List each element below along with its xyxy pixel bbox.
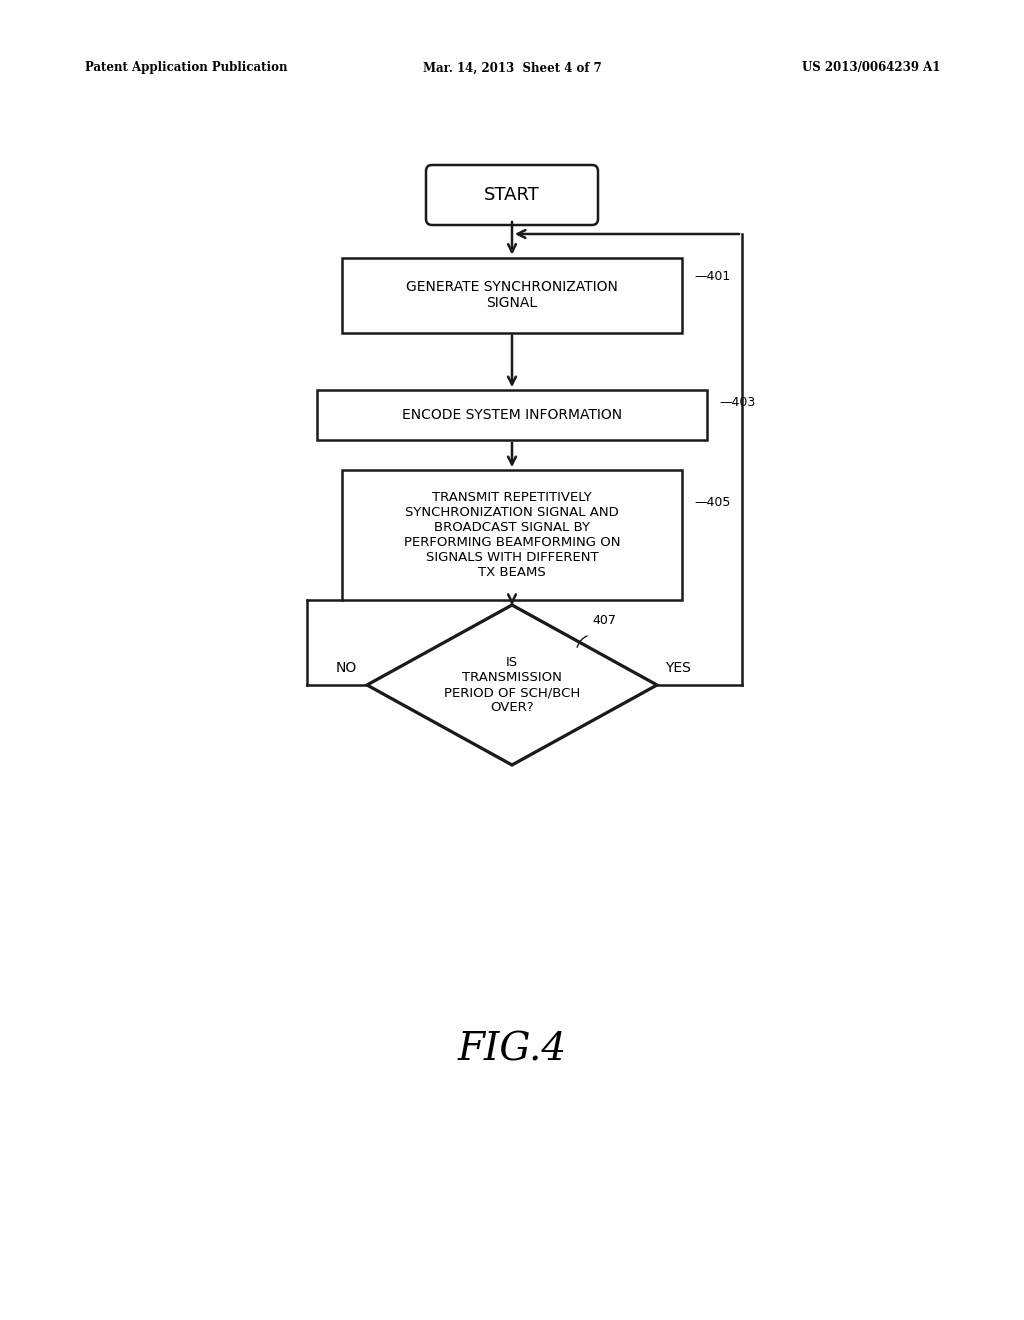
Text: FIG.4: FIG.4 (458, 1031, 566, 1068)
Text: Mar. 14, 2013  Sheet 4 of 7: Mar. 14, 2013 Sheet 4 of 7 (423, 62, 601, 74)
Text: —403: —403 (719, 396, 756, 409)
Text: NO: NO (336, 661, 357, 675)
Text: US 2013/0064239 A1: US 2013/0064239 A1 (802, 62, 940, 74)
Polygon shape (367, 605, 657, 766)
Text: —401: —401 (694, 269, 730, 282)
Text: START: START (484, 186, 540, 205)
Text: IS
TRANSMISSION
PERIOD OF SCH/BCH
OVER?: IS TRANSMISSION PERIOD OF SCH/BCH OVER? (443, 656, 581, 714)
Text: GENERATE SYNCHRONIZATION
SIGNAL: GENERATE SYNCHRONIZATION SIGNAL (407, 280, 617, 310)
Text: Patent Application Publication: Patent Application Publication (85, 62, 288, 74)
Text: ENCODE SYSTEM INFORMATION: ENCODE SYSTEM INFORMATION (402, 408, 622, 422)
FancyBboxPatch shape (426, 165, 598, 224)
Text: YES: YES (665, 661, 691, 675)
Text: 407: 407 (593, 614, 616, 627)
Text: TRANSMIT REPETITIVELY
SYNCHRONIZATION SIGNAL AND
BROADCAST SIGNAL BY
PERFORMING : TRANSMIT REPETITIVELY SYNCHRONIZATION SI… (403, 491, 621, 579)
Bar (317, 389, 707, 440)
Bar (342, 257, 682, 333)
Text: —405: —405 (694, 496, 730, 510)
Bar (342, 470, 682, 601)
